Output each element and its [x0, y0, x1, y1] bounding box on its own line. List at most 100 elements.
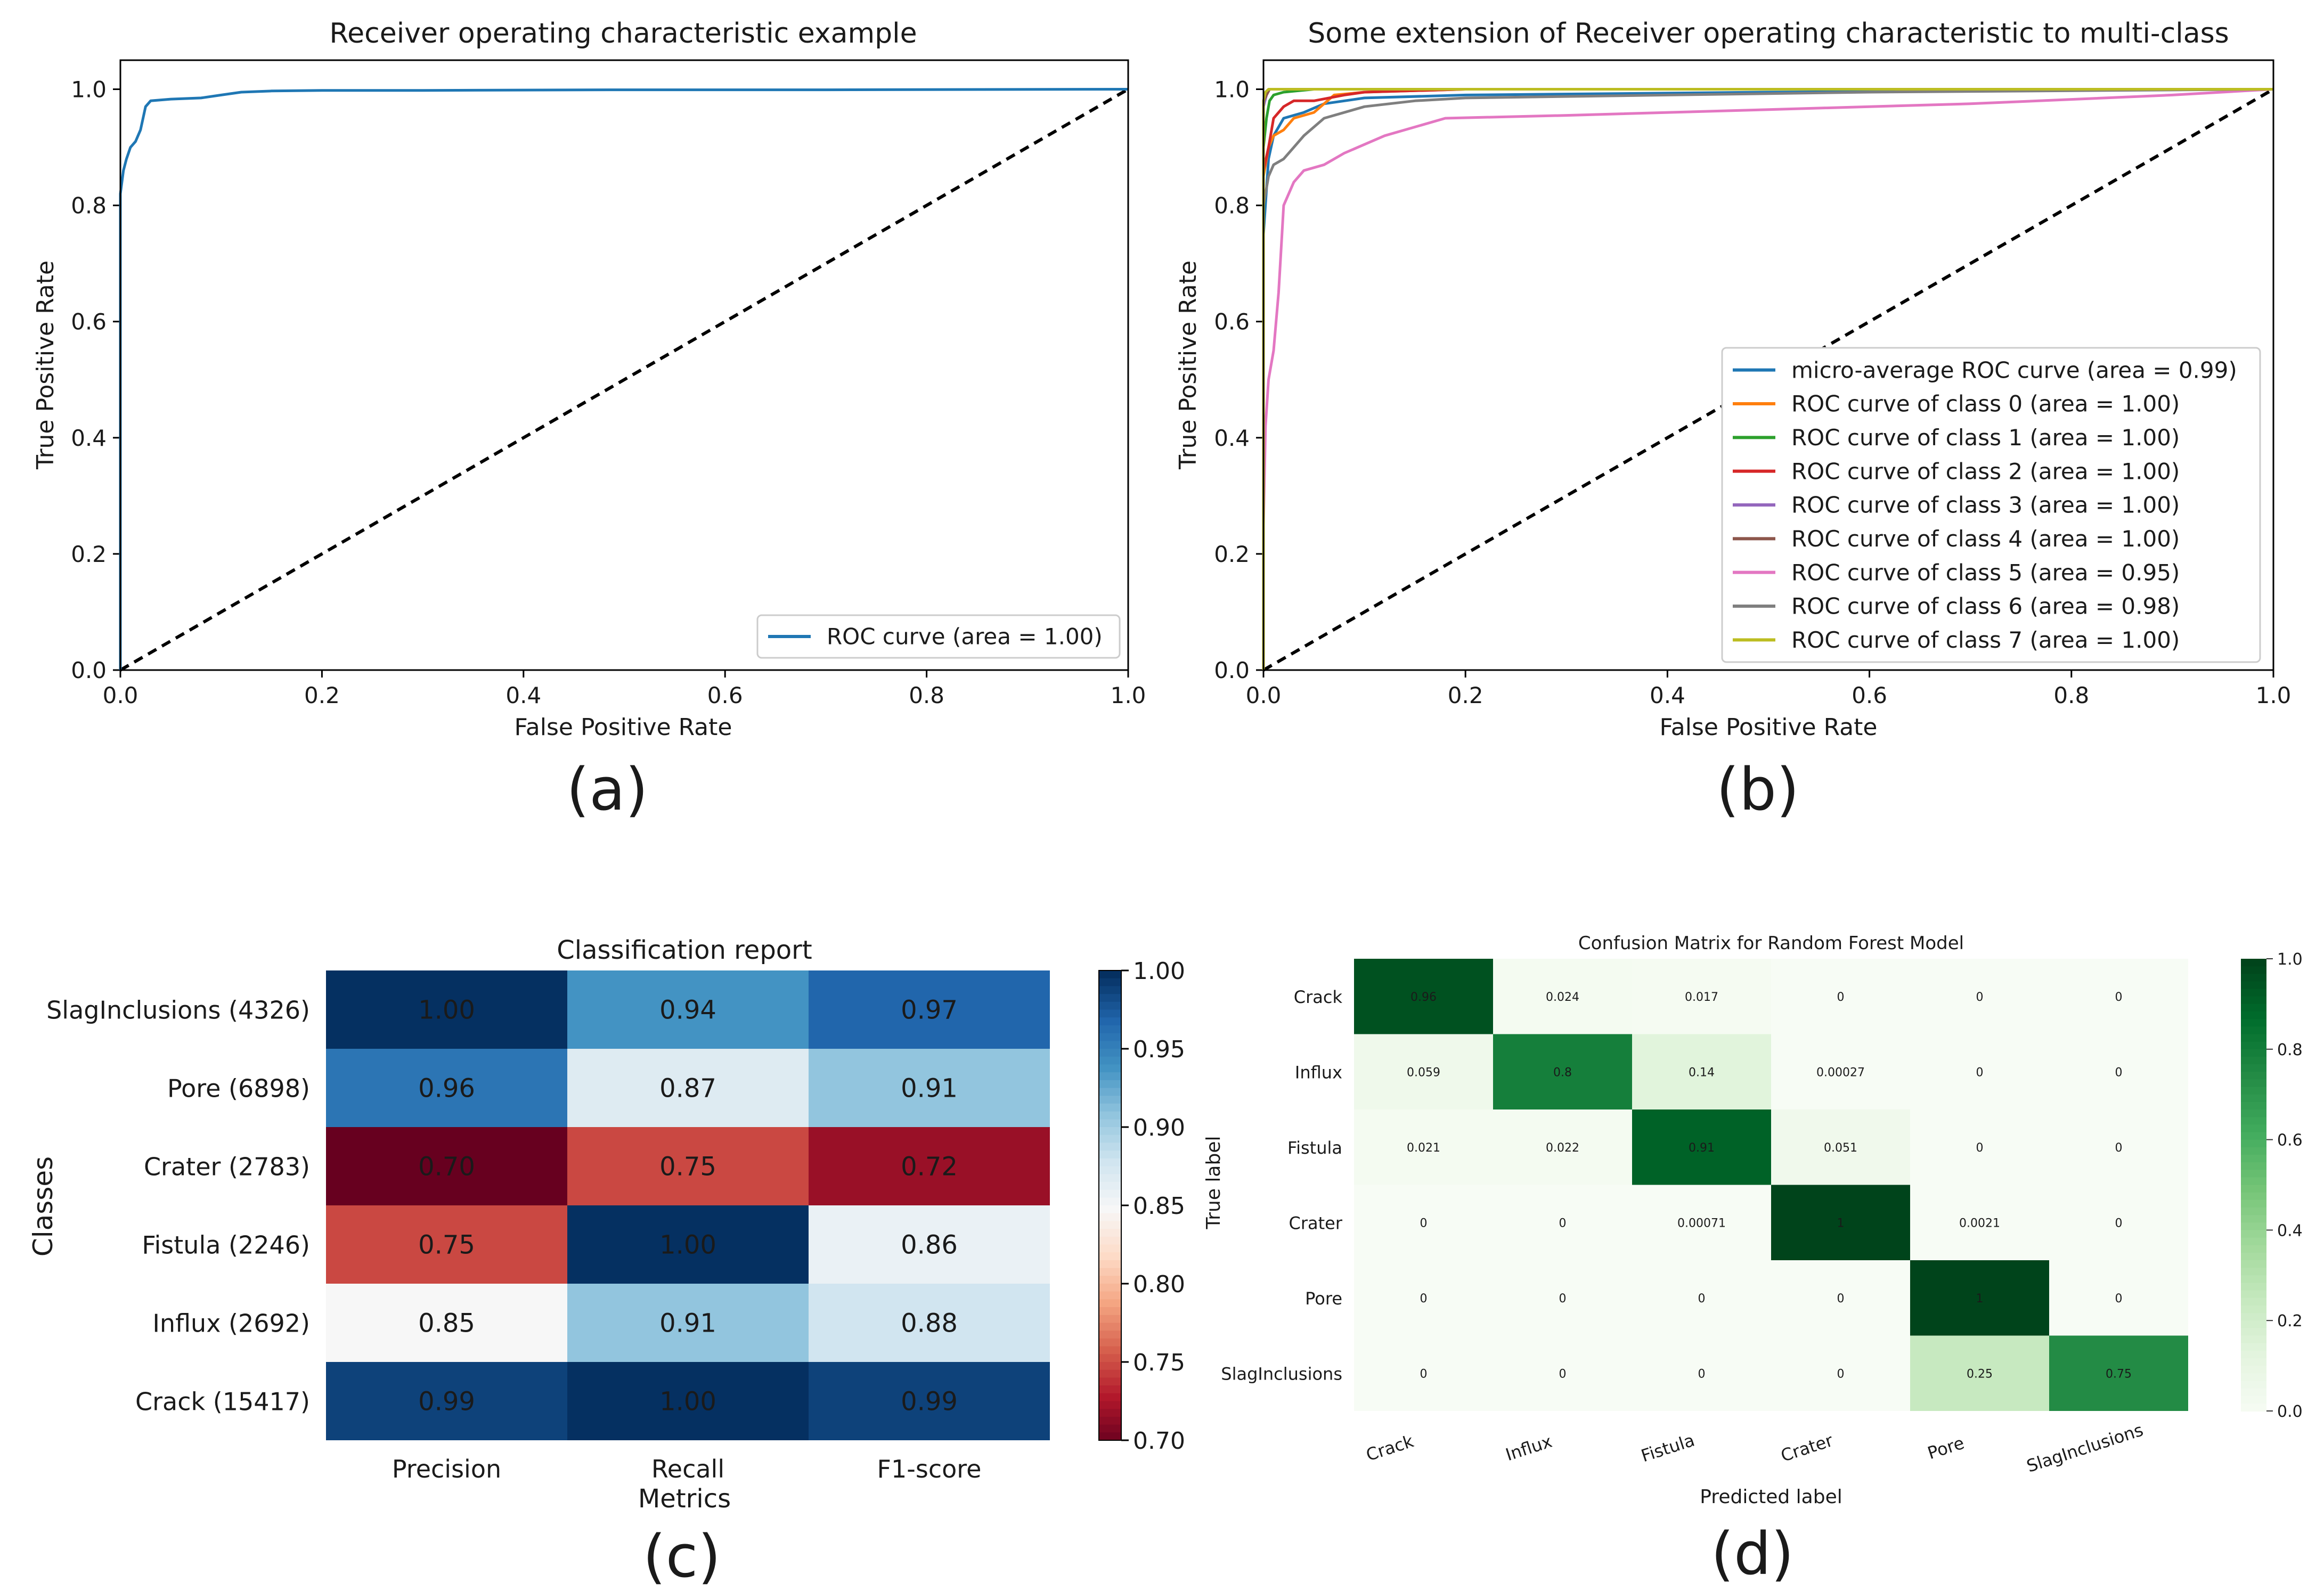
- chart-b-xlabel: False Positive Rate: [1660, 714, 1878, 741]
- row-label: Crater: [1289, 1213, 1343, 1233]
- cell-value-label: 0.88: [901, 1309, 958, 1339]
- colorbar-tick-label: 0.8: [2277, 1041, 2303, 1059]
- cell-value-label: 0.25: [1967, 1367, 1993, 1381]
- colorbar-segment: [2241, 1275, 2266, 1284]
- colorbar-tick-label: 0.6: [2277, 1131, 2303, 1150]
- colorbar-segment: [1099, 978, 1121, 987]
- colorbar-segment: [1099, 1072, 1121, 1081]
- legend-label-3: ROC curve of class 2 (area = 1.00): [1791, 458, 2180, 484]
- heatmap-cell: [2049, 1335, 2188, 1411]
- heatmap-cell: [1632, 1260, 1771, 1336]
- colorbar-segment: [2241, 1396, 2266, 1404]
- cell-value-label: 0: [1837, 1292, 1845, 1306]
- colorbar-segment: [2241, 981, 2266, 990]
- heatmap-cell: [1910, 1034, 2049, 1109]
- cell-value-label: 0.021: [1407, 1141, 1440, 1155]
- colorbar-segment: [2241, 1185, 2266, 1193]
- cell-value-label: 0: [1420, 1367, 1428, 1381]
- colorbar-segment: [1099, 1103, 1121, 1112]
- x-tick-label: 0.6: [1852, 682, 1887, 708]
- colorbar-segment: [2241, 1320, 2266, 1329]
- colorbar-segment: [1099, 1080, 1121, 1089]
- colorbar-segment: [2241, 1011, 2266, 1020]
- colorbar-segment: [1099, 1143, 1121, 1152]
- colorbar-segment: [2241, 1350, 2266, 1359]
- chart-a-title: Receiver operating characteristic exampl…: [329, 18, 917, 50]
- legend-label-0: micro-average ROC curve (area = 0.99): [1791, 357, 2237, 383]
- cell-value-label: 0: [1420, 1292, 1428, 1306]
- heatmap-cell: [567, 1284, 809, 1362]
- colorbar-segment: [2241, 1056, 2266, 1065]
- cell-value-label: 0.96: [418, 1074, 475, 1104]
- cell-value-label: 0: [1559, 1367, 1567, 1381]
- colorbar-segment: [1099, 1009, 1121, 1018]
- cell-value-label: 0: [1976, 1141, 1984, 1155]
- colorbar-segment: [2241, 959, 2266, 967]
- row-label: Crack: [1294, 987, 1343, 1007]
- colorbar-segment: [1099, 1346, 1121, 1355]
- cell-value-label: 1: [1976, 1292, 1984, 1306]
- heatmap-cell: [1771, 1335, 1910, 1411]
- x-tick-label: 0.6: [707, 682, 743, 708]
- cell-value-label: 0: [1837, 991, 1845, 1004]
- row-label: SlagInclusions: [1221, 1364, 1342, 1384]
- cell-value-label: 0.00071: [1677, 1217, 1726, 1230]
- y-tick-label: 0.0: [1214, 657, 1250, 683]
- colorbar-segment: [1099, 1432, 1121, 1441]
- heatmap-cell: [1910, 1260, 2049, 1336]
- colorbar-segment: [1099, 1377, 1121, 1386]
- chart-b-ylabel: True Positive Rate: [1175, 260, 1202, 470]
- cell-value-label: 0.70: [418, 1152, 475, 1182]
- colorbar-tick-label: 0.80: [1133, 1271, 1185, 1298]
- colorbar-segment: [1099, 1369, 1121, 1378]
- heatmap-cell: [1632, 959, 1771, 1034]
- colorbar-segment: [2241, 1139, 2266, 1148]
- y-tick-label: 0.4: [1214, 425, 1250, 451]
- cell-value-label: 0: [1698, 1292, 1706, 1306]
- heatmap-cell: [809, 970, 1050, 1049]
- colorbar-segment: [1099, 1393, 1121, 1402]
- colorbar-segment: [2241, 1260, 2266, 1269]
- colorbar-segment: [1099, 1315, 1121, 1324]
- y-tick-label: 0.8: [1214, 193, 1250, 219]
- colorbar-segment: [2241, 1245, 2266, 1253]
- cell-value-label: 0.94: [659, 996, 716, 1025]
- cell-value-label: 0: [1559, 1217, 1567, 1230]
- legend-label-2: ROC curve of class 1 (area = 1.00): [1791, 425, 2180, 451]
- x-tick-label: 1.0: [2256, 682, 2292, 708]
- row-label: Influx (2692): [152, 1309, 310, 1338]
- chart-b-plot-area: 0.0 0.2 0.4 0.6 0.8 1.0 0.0 0.2 0.4 0.6 0.8 1.0 micr…: [1214, 59, 2292, 708]
- colorbar-segment: [2241, 1222, 2266, 1231]
- cell-value-label: 1.00: [418, 996, 475, 1025]
- heatmap-cell: [1632, 1109, 1771, 1185]
- colorbar-segment: [1099, 1127, 1121, 1136]
- chart-d-title: Confusion Matrix for Random Forest Model: [1578, 933, 1964, 954]
- colorbar-segment: [1099, 1331, 1121, 1339]
- colorbar-segment: [1099, 1236, 1121, 1245]
- y-tick-label: 1.0: [1214, 77, 1250, 103]
- colorbar-segment: [1099, 1252, 1121, 1261]
- cell-value-label: 0.99: [418, 1387, 475, 1417]
- colorbar-segment: [2241, 1154, 2266, 1163]
- colorbar-segment: [1099, 1299, 1121, 1308]
- colorbar-segment: [2241, 1283, 2266, 1291]
- colorbar-segment: [1099, 1229, 1121, 1237]
- legend-label-4: ROC curve of class 3 (area = 1.00): [1791, 492, 2180, 518]
- row-label: Crater (2783): [144, 1153, 310, 1181]
- cell-value-label: 0.97: [901, 996, 958, 1025]
- chart-c-plot-area: 1.00 0.94 0.97 0.96 0.87 0.91 0.70 0.75 0.72 0.75…: [46, 958, 1185, 1483]
- row-label: Crack (15417): [135, 1388, 310, 1416]
- colorbar-segment: [2241, 1117, 2266, 1125]
- colorbar-segment: [2241, 1094, 2266, 1103]
- row-label: Influx: [1295, 1062, 1342, 1082]
- colorbar-segment: [2241, 1237, 2266, 1246]
- cell-value-label: 0.059: [1407, 1066, 1440, 1079]
- heatmap-cell: [326, 1362, 567, 1440]
- heatmap-cell: [1632, 1185, 1771, 1260]
- heatmap-cell: [2049, 1109, 2188, 1185]
- colorbar-segment: [2241, 1162, 2266, 1171]
- row-label: SlagInclusions (4326): [46, 996, 310, 1025]
- legend-label-7: ROC curve of class 6 (area = 0.98): [1791, 593, 2180, 619]
- chart-c-xlabel: Metrics: [638, 1484, 731, 1514]
- colorbar-segment: [1099, 1174, 1121, 1182]
